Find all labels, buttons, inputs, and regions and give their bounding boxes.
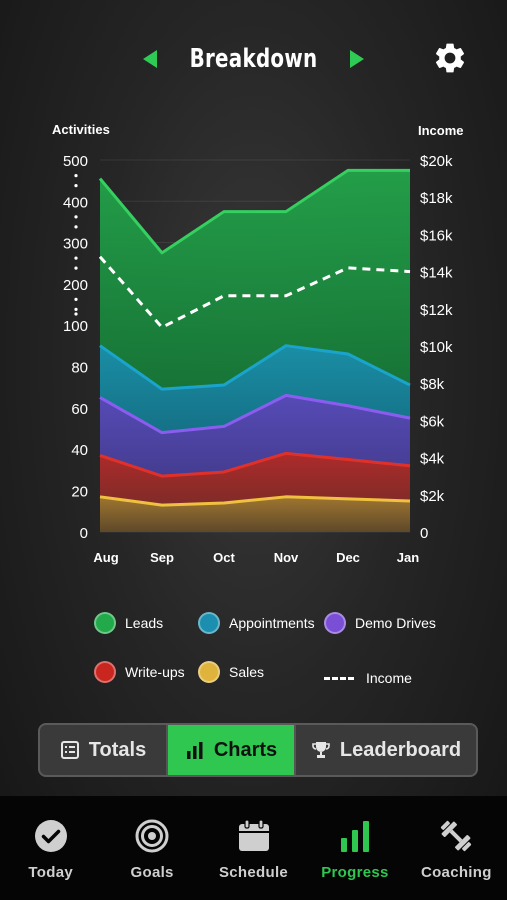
- legend-item-demo-drives: Demo Drives: [324, 612, 436, 634]
- left-axis-label: Activities: [52, 122, 110, 137]
- left-tick-label: 300: [63, 236, 88, 253]
- tick-dot: [74, 184, 78, 188]
- tab-label: Totals: [88, 738, 147, 761]
- tab-leaderboard[interactable]: Leaderboard: [294, 725, 476, 775]
- dumbbell-icon: [441, 820, 472, 852]
- demo-drives-swatch-icon: [324, 612, 346, 634]
- right-tick-label: $16k: [420, 227, 453, 244]
- legend-label: Write-ups: [125, 664, 185, 680]
- line-sales: [99, 495, 411, 507]
- right-tick-label: $4k: [420, 451, 445, 468]
- calendar-icon: [238, 819, 269, 851]
- left-tick-label: 40: [71, 442, 88, 459]
- x-tick-label: Nov: [274, 550, 299, 565]
- line-demo-drives: [99, 393, 411, 435]
- legend-label: Demo Drives: [355, 615, 436, 631]
- nav-item-goals[interactable]: Goals: [101, 796, 202, 900]
- x-tick-label: Sep: [150, 550, 174, 565]
- right-tick-label: $12k: [420, 302, 453, 319]
- check-circle-icon: [34, 820, 67, 852]
- tick-dot: [74, 256, 78, 260]
- left-tick-label: 0: [80, 525, 88, 542]
- gear-icon[interactable]: [432, 40, 468, 76]
- left-tick-label: 80: [71, 359, 88, 376]
- trophy-icon: [312, 742, 330, 758]
- nav-item-coaching[interactable]: Coaching: [406, 796, 507, 900]
- tick-dot: [74, 297, 78, 301]
- tab-charts[interactable]: Charts: [166, 725, 294, 775]
- income-dash-icon: [324, 676, 354, 680]
- left-tick-label: 20: [71, 484, 88, 501]
- tick-dot: [74, 312, 78, 316]
- legend-item-income: Income: [324, 670, 412, 686]
- left-tick-label: 500: [63, 153, 88, 170]
- nav-item-progress[interactable]: Progress: [304, 796, 405, 900]
- nav-label: Goals: [130, 864, 174, 881]
- left-tick-label: 100: [63, 318, 88, 335]
- right-tick-label: $6k: [420, 413, 445, 430]
- leads-swatch-icon: [94, 612, 116, 634]
- tick-dot: [74, 174, 78, 178]
- tick-dot: [74, 266, 78, 270]
- right-tick-label: $10k: [420, 339, 453, 356]
- legend-label: Appointments: [229, 615, 315, 631]
- tab-label: Charts: [213, 738, 278, 761]
- view-tabs: Totals Charts Leaderboard: [38, 723, 478, 777]
- page-title: Breakdown: [189, 44, 318, 74]
- tab-totals[interactable]: Totals: [40, 725, 166, 775]
- arrow-left-icon[interactable]: [143, 50, 157, 68]
- bottom-nav: Today Goals Schedule Progress: [0, 796, 507, 900]
- bar-chart-icon: [186, 742, 203, 759]
- nav-label: Schedule: [218, 864, 289, 881]
- legend-label: Income: [366, 670, 412, 686]
- legend-label: Leads: [125, 615, 164, 631]
- tick-dot: [74, 225, 78, 229]
- legend-item-write-ups: Write-ups: [94, 661, 185, 683]
- right-tick-label: $8k: [420, 376, 445, 393]
- nav-label: Coaching: [420, 864, 492, 881]
- line-leads: [98, 168, 410, 255]
- nav-item-schedule[interactable]: Schedule: [203, 796, 304, 900]
- target-icon: [135, 819, 169, 853]
- appointments-swatch-icon: [198, 612, 220, 634]
- arrow-right-icon[interactable]: [350, 50, 364, 68]
- x-tick-label: Aug: [93, 550, 118, 565]
- nav-item-today[interactable]: Today: [0, 796, 101, 900]
- line-write-ups: [99, 451, 411, 478]
- bar-chart-icon: [340, 821, 369, 852]
- left-tick-label: 200: [63, 277, 88, 294]
- x-tick-label: Dec: [336, 550, 360, 565]
- right-tick-label: 0: [420, 525, 428, 542]
- chart-legend: Leads Appointments Demo Drives Write-ups…: [0, 600, 507, 710]
- left-tick-label: 60: [71, 401, 88, 418]
- nav-label: Progress: [321, 864, 389, 881]
- left-tick-label: 400: [63, 194, 88, 211]
- legend-item-leads: Leads: [94, 612, 163, 634]
- sales-swatch-icon: [198, 661, 220, 683]
- right-tick-label: $20k: [420, 153, 453, 170]
- legend-item-appointments: Appointments: [198, 612, 315, 634]
- line-appointments: [99, 344, 411, 391]
- right-tick-label: $14k: [420, 265, 453, 282]
- nav-label: Today: [28, 864, 73, 881]
- x-tick-label: Jan: [397, 550, 419, 565]
- right-tick-label: $2k: [420, 488, 445, 505]
- right-tick-label: $18k: [420, 190, 453, 207]
- legend-item-sales: Sales: [198, 661, 264, 683]
- breakdown-chart: Activities Income 0 20 40 60 80 100 200 300 400 5…: [52, 122, 464, 565]
- header: Breakdown: [0, 30, 507, 90]
- write-ups-swatch-icon: [94, 661, 116, 683]
- tick-dot: [74, 215, 78, 219]
- list-icon: [60, 741, 79, 759]
- tab-label: Leaderboard: [339, 738, 462, 761]
- x-tick-label: Oct: [213, 550, 235, 565]
- legend-label: Sales: [229, 664, 265, 680]
- tick-dot: [74, 307, 78, 311]
- right-axis-label: Income: [418, 123, 464, 138]
